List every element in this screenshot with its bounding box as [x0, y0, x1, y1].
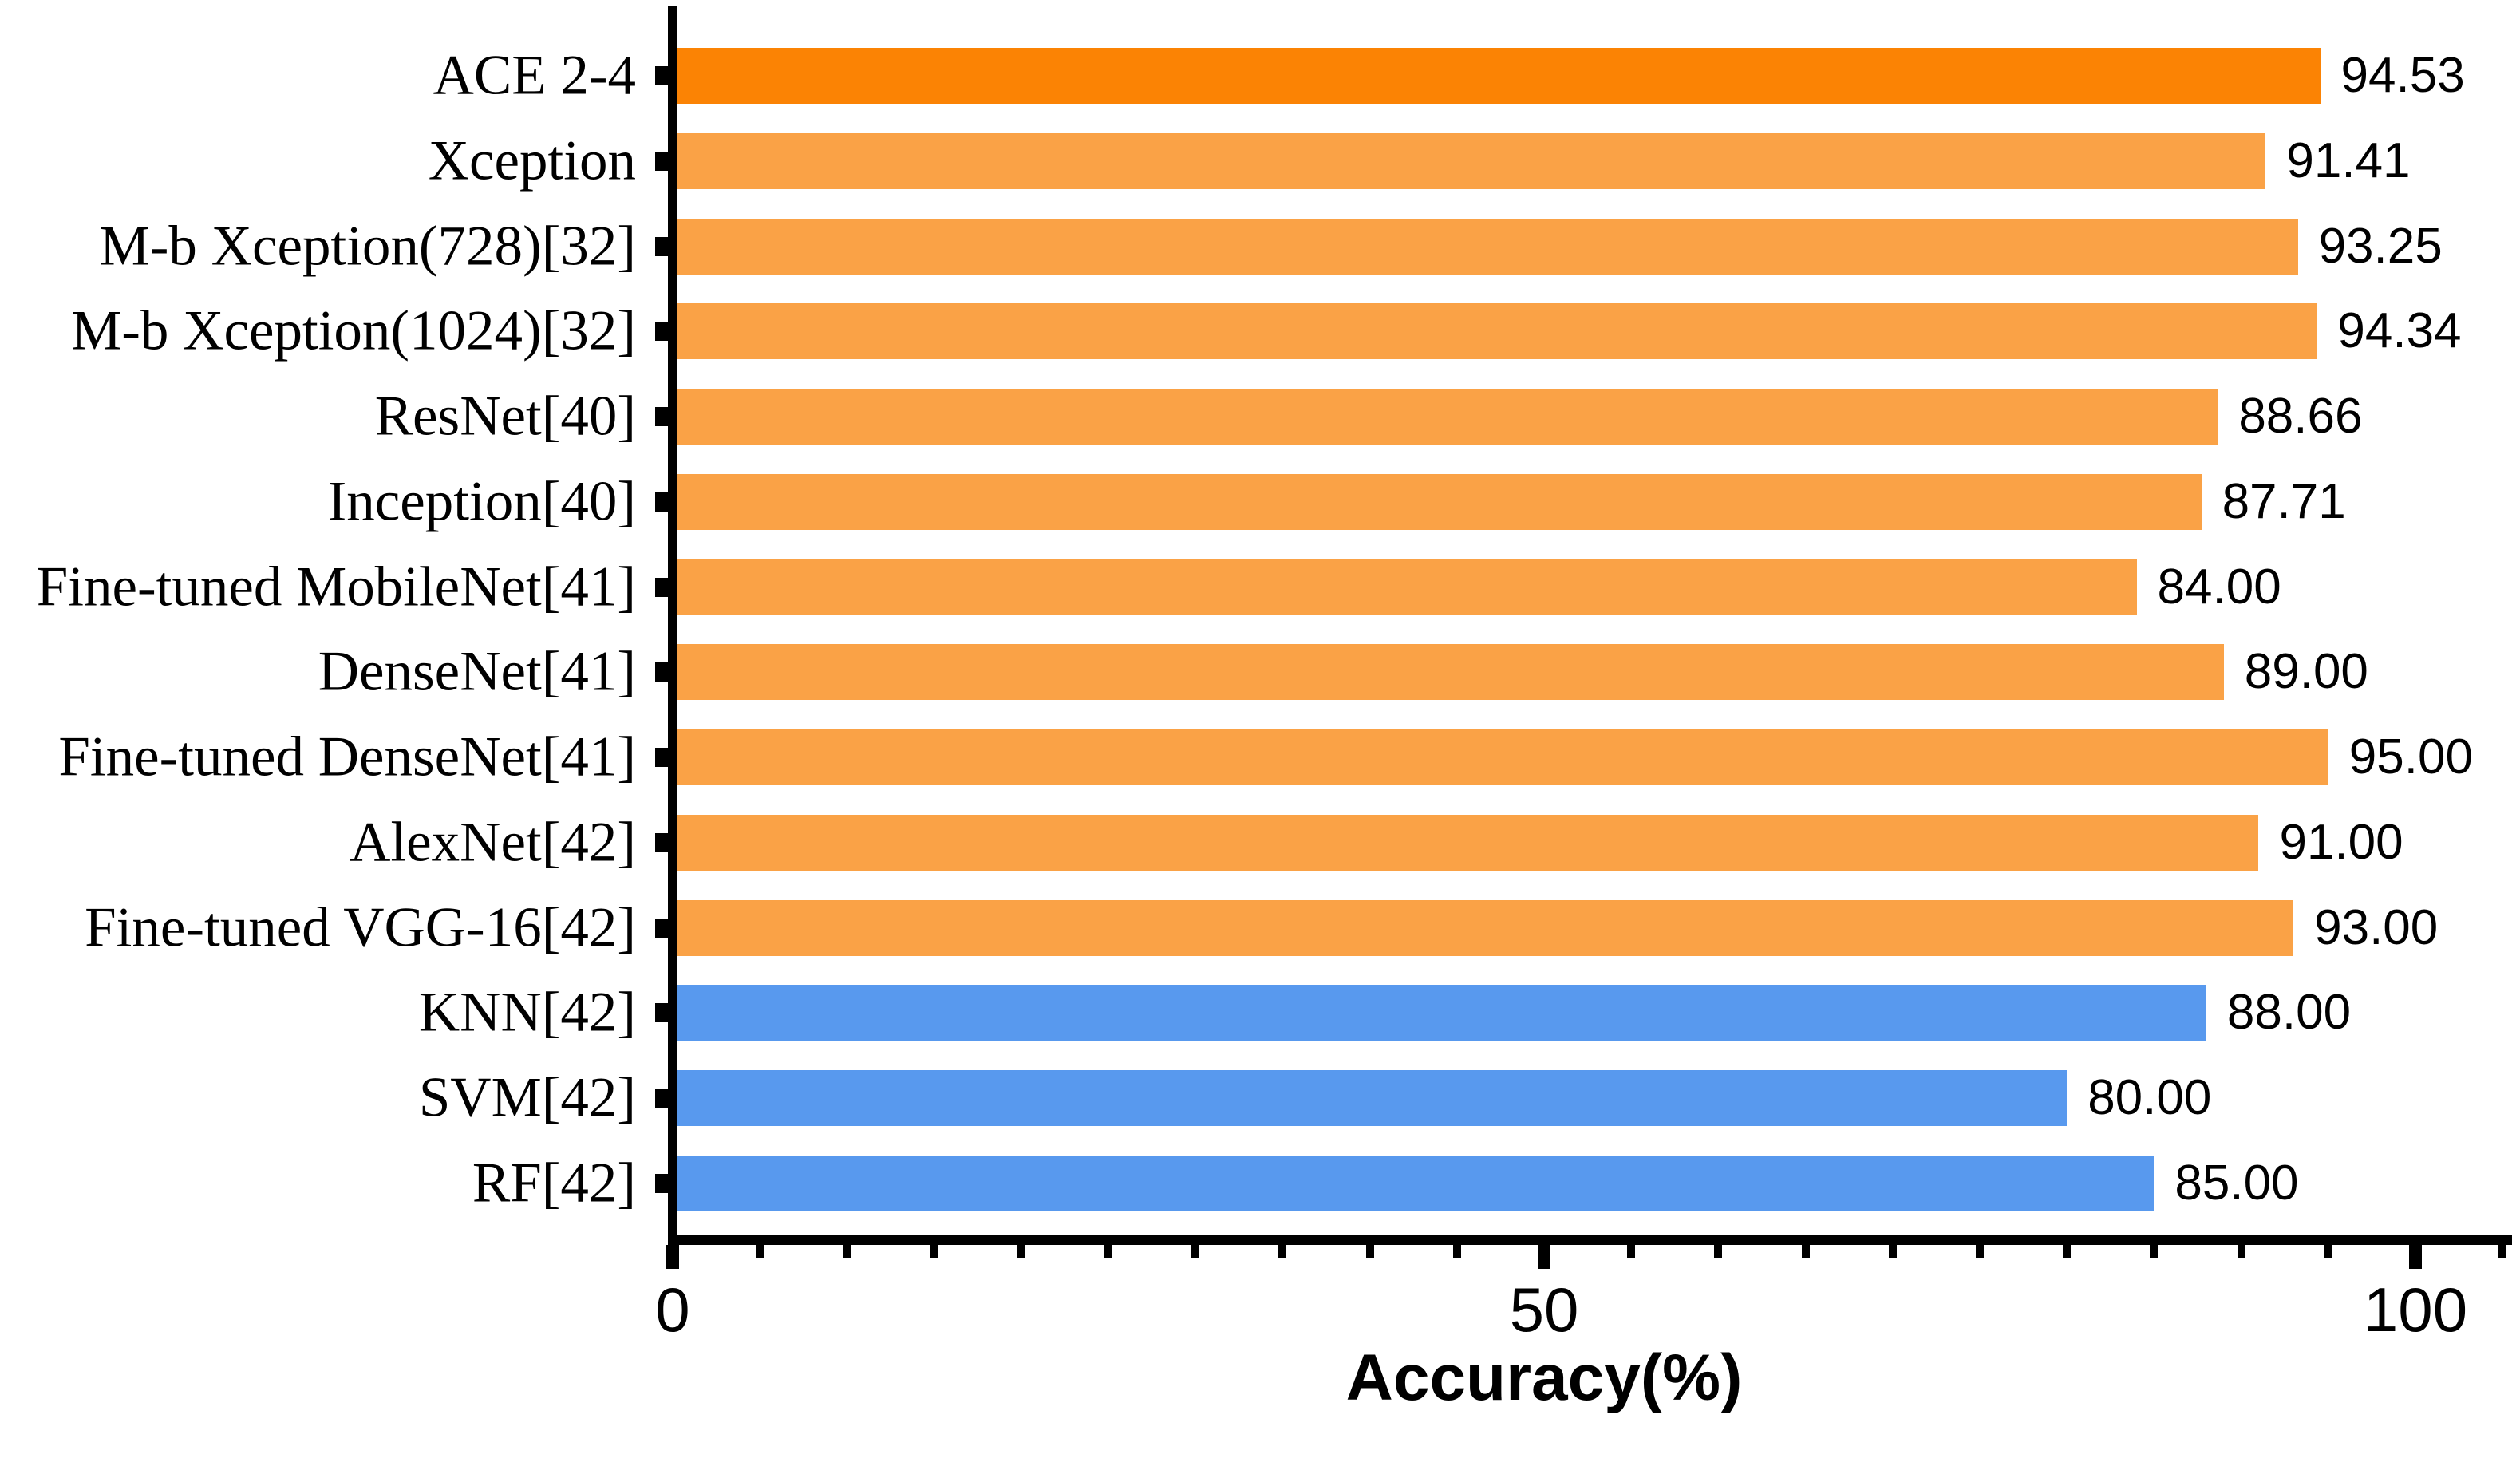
x-axis-minor-tick [1017, 1245, 1025, 1258]
x-axis-major-tick [2409, 1245, 2422, 1269]
y-axis-tick [655, 832, 668, 852]
category-label: Xception [428, 129, 636, 192]
x-tick-label-100: 100 [2363, 1274, 2468, 1345]
bar-value-label: 93.00 [2314, 899, 2439, 955]
x-axis-minor-tick [930, 1245, 938, 1258]
bar-value-label: 94.53 [2340, 48, 2465, 103]
y-axis-tick [655, 662, 668, 682]
x-axis-minor-tick [843, 1245, 851, 1258]
x-axis-minor-tick [1191, 1245, 1200, 1258]
bar-resnet-40- [677, 389, 2218, 445]
y-axis-tick [655, 1089, 668, 1108]
bar-densenet-41- [677, 644, 2224, 701]
y-axis-tick [655, 1174, 668, 1193]
x-axis-title: Accuracy(%) [1345, 1341, 1743, 1414]
x-axis-minor-tick [1104, 1245, 1112, 1258]
category-label: AlexNet[42] [350, 811, 636, 874]
bar-value-label: 87.71 [2222, 473, 2346, 529]
y-axis-tick [655, 492, 668, 512]
x-axis-major-tick [1538, 1245, 1550, 1269]
category-label: Fine-tuned MobileNet[41] [36, 555, 636, 618]
bar-value-label: 85.00 [2174, 1156, 2299, 1211]
bar-m-b-xception-728-32- [677, 218, 2298, 275]
bar-alexnet-42- [677, 814, 2259, 871]
bar-ace-2-4 [677, 48, 2321, 104]
bar-value-label: 88.66 [2238, 389, 2363, 445]
bar-fine-tuned-mobilenet-41- [677, 559, 2137, 615]
x-axis-minor-tick [1452, 1245, 1461, 1258]
y-axis-line [668, 6, 677, 1259]
bar-m-b-xception-1024-32- [677, 303, 2317, 360]
x-tick-label-0: 0 [655, 1274, 690, 1345]
x-axis-minor-tick [1627, 1245, 1636, 1258]
x-axis-minor-tick [1365, 1245, 1374, 1258]
x-axis-minor-tick [2498, 1245, 2507, 1258]
bar-knn-42- [677, 985, 2206, 1041]
bar-value-label: 89.00 [2244, 644, 2368, 700]
y-axis-tick [655, 577, 668, 597]
category-label: KNN[42] [418, 981, 636, 1044]
x-tick-label-50: 50 [1509, 1274, 1579, 1345]
y-axis-tick [655, 407, 668, 427]
x-axis-minor-tick [2150, 1245, 2159, 1258]
category-label: DenseNet[41] [318, 640, 636, 703]
bar-value-label: 93.25 [2318, 218, 2443, 274]
category-label: RF[42] [472, 1152, 636, 1215]
category-label: M-b Xception(728)[32] [99, 215, 636, 278]
y-axis-tick [655, 918, 668, 938]
y-axis-tick [655, 151, 668, 171]
bar-value-label: 91.00 [2279, 814, 2403, 870]
category-label: Inception[40] [327, 470, 636, 533]
bar-svm-42- [677, 1070, 2068, 1127]
bar-value-label: 84.00 [2157, 559, 2281, 614]
bar-fine-tuned-vgg-16-42- [677, 899, 2294, 956]
category-label: M-b Xception(1024)[32] [71, 299, 636, 362]
x-axis-major-tick [666, 1245, 679, 1269]
x-axis-minor-tick [2324, 1245, 2332, 1258]
y-axis-tick [655, 66, 668, 85]
category-label: ACE 2-4 [433, 44, 636, 107]
x-axis-minor-tick [2063, 1245, 2072, 1258]
x-axis-minor-tick [1278, 1245, 1287, 1258]
bar-value-label: 94.34 [2337, 303, 2462, 359]
bar-inception-40- [677, 473, 2202, 530]
bar-fine-tuned-densenet-41- [677, 729, 2328, 786]
x-axis-minor-tick [2237, 1245, 2245, 1258]
bar-rf-42- [677, 1156, 2155, 1211]
x-axis-minor-tick [1888, 1245, 1897, 1258]
category-label: ResNet[40] [374, 385, 636, 448]
bar-value-label: 91.41 [2286, 132, 2411, 188]
category-label: Fine-tuned DenseNet[41] [58, 725, 636, 788]
y-axis-tick [655, 236, 668, 256]
x-axis-minor-tick [756, 1245, 764, 1258]
x-axis-minor-tick [1976, 1245, 1984, 1258]
category-label: Fine-tuned VGG-16[42] [85, 896, 636, 959]
category-label: SVM[42] [418, 1066, 636, 1129]
bar-value-label: 88.00 [2226, 985, 2352, 1041]
y-axis-tick [655, 322, 668, 342]
y-axis-tick [655, 748, 668, 768]
y-axis-tick [655, 1003, 668, 1023]
bar-value-label: 80.00 [2087, 1070, 2212, 1126]
x-axis-line [668, 1235, 2512, 1245]
bar-value-label: 95.00 [2348, 729, 2473, 785]
x-axis-minor-tick [1801, 1245, 1810, 1258]
x-axis-minor-tick [1714, 1245, 1723, 1258]
bar-xception [677, 132, 2266, 189]
